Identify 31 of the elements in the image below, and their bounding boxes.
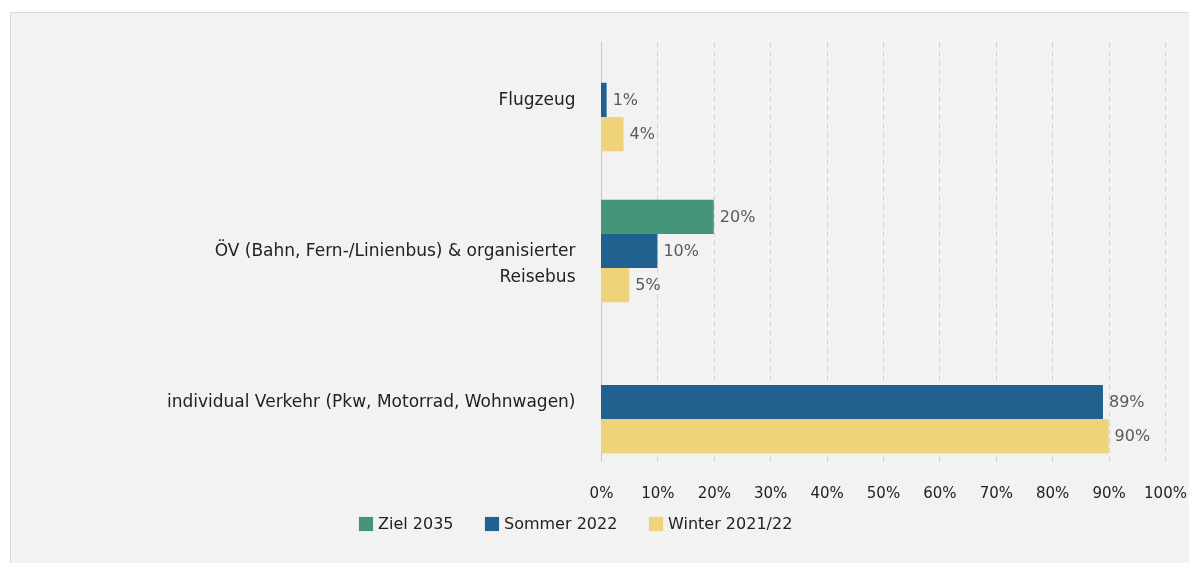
x-tick-label: 20% xyxy=(697,483,731,502)
bar xyxy=(601,233,658,269)
legend-label: Ziel 2035 xyxy=(378,514,454,533)
data-label: 4% xyxy=(629,124,655,144)
x-tick-label: 10% xyxy=(641,483,675,502)
x-tick-label: 0% xyxy=(589,483,614,502)
data-label: 20% xyxy=(719,206,756,226)
data-label: 90% xyxy=(1114,426,1151,446)
bar xyxy=(601,199,714,234)
data-label: 1% xyxy=(612,89,639,109)
bar xyxy=(601,419,1109,454)
y-tick-label: ÖV (Bahn, Fern-/Linienbus) & organisierter Reisebus xyxy=(214,239,576,286)
y-tick-label: Flugzeug xyxy=(498,88,576,109)
x-tick-label: 30% xyxy=(754,483,788,502)
bar xyxy=(601,117,624,152)
data-label: 10% xyxy=(663,241,699,260)
data-label: 5% xyxy=(635,275,661,295)
x-tick-label: 50% xyxy=(866,483,901,502)
legend-label: Sommer 2022 xyxy=(504,514,618,533)
x-tick-label: 100% xyxy=(1144,483,1187,502)
x-tick-label: 90% xyxy=(1092,483,1126,502)
x-tick-label: 80% xyxy=(1036,483,1070,502)
x-tick-label: 70% xyxy=(979,483,1013,502)
x-tick-label: 40% xyxy=(810,483,844,502)
data-label: 89% xyxy=(1108,392,1145,412)
bar xyxy=(601,268,630,303)
legend-label: Winter 2021/22 xyxy=(668,514,793,533)
x-tick-label: 60% xyxy=(923,483,957,502)
bar xyxy=(601,384,1103,420)
y-tick-label: individual Verkehr (Pkw, Motorrad, Wohnwagen) xyxy=(166,391,576,412)
bar xyxy=(601,82,607,118)
